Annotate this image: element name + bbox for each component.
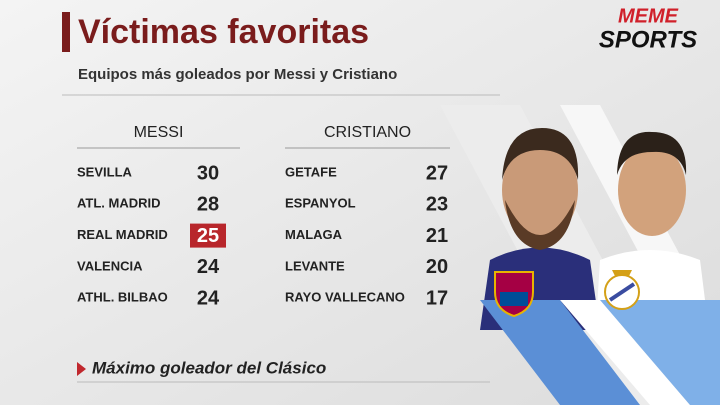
goal-count: 21 xyxy=(426,225,448,247)
logo-top: MEME xyxy=(618,5,679,27)
goal-count: 30 xyxy=(197,162,219,184)
goal-count: 24 xyxy=(197,287,220,309)
goal-count: 27 xyxy=(426,162,448,184)
goal-count: 17 xyxy=(426,287,448,309)
table: MESSI SEVILLA 30 ATL. MADRID 28 REAL MADRID 25… xyxy=(77,124,450,309)
team-name: ESPANYOL xyxy=(285,196,356,211)
stripe-blue xyxy=(600,300,720,405)
goal-count: 28 xyxy=(197,194,219,216)
team-name: ATL. MADRID xyxy=(77,196,161,211)
goal-count: 20 xyxy=(426,256,448,278)
crest-real xyxy=(604,270,640,310)
subtitle: Equipos más goleados por Messi y Cristia… xyxy=(78,66,397,83)
footer-note: Máximo goleador del Clásico xyxy=(92,358,326,377)
title: Víctimas favoritas xyxy=(78,13,369,51)
team-name: LEVANTE xyxy=(285,258,345,273)
footer-arrow xyxy=(77,362,86,376)
goal-count: 24 xyxy=(197,256,220,278)
title-accent xyxy=(62,12,70,52)
team-name: VALENCIA xyxy=(77,258,143,273)
team-name: REAL MADRID xyxy=(77,227,168,242)
highlight-box xyxy=(190,223,226,248)
column-header: MESSI xyxy=(134,124,184,141)
team-name: RAYO VALLECANO xyxy=(285,290,405,305)
team-name: SEVILLA xyxy=(77,164,133,179)
goal-count: 25 xyxy=(197,225,219,247)
crest-barca xyxy=(494,271,534,318)
team-name: MALAGA xyxy=(285,227,343,242)
column-header: CRISTIANO xyxy=(324,124,411,141)
team-name: ATHL. BILBAO xyxy=(77,290,168,305)
stripe-blue xyxy=(480,300,640,405)
stripe-white xyxy=(560,300,690,405)
logo-bottom: SPORTS xyxy=(599,26,697,53)
team-name: GETAFE xyxy=(285,164,337,179)
goal-count: 23 xyxy=(426,194,448,216)
